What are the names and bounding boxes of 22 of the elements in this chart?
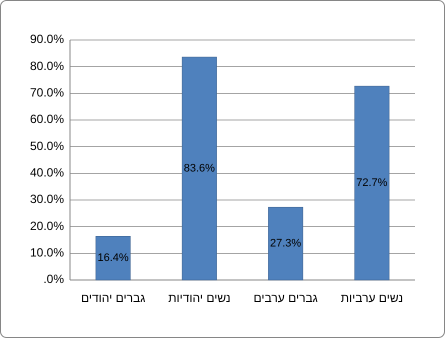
y-tick-label: 80.0%: [30, 58, 64, 73]
bar: [182, 56, 217, 280]
y-tick-label: .0%: [43, 272, 64, 286]
y-tick-label: 70.0%: [30, 86, 64, 100]
bar: [354, 86, 390, 280]
y-tick-label: 10.0%: [30, 246, 64, 260]
x-tick-label: נשים יהודיות: [168, 291, 231, 305]
x-tick-label: נשים ערביות: [340, 291, 404, 305]
y-tick-label: 40.0%: [30, 166, 64, 180]
y-tick-label: 30.0%: [30, 192, 64, 206]
bar: [96, 236, 131, 280]
y-tick-label: 20.0%: [30, 218, 64, 233]
data-label: 16.4%: [98, 252, 129, 264]
bar: [268, 206, 304, 280]
y-tick-label: 90.0%: [30, 32, 64, 46]
data-label: 27.3%: [270, 238, 302, 250]
x-tick-label: גברים יהודים: [80, 291, 146, 305]
x-tick-label: גברים ערבים: [254, 291, 318, 305]
data-label: 83.6%: [184, 162, 216, 174]
y-tick-label: 50.0%: [30, 138, 64, 153]
y-tick-label: 60.0%: [30, 112, 64, 126]
data-label: 72.7%: [356, 176, 388, 189]
